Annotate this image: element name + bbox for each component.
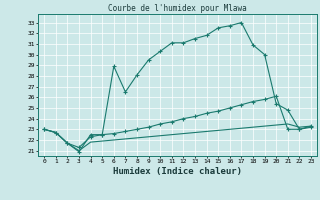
X-axis label: Humidex (Indice chaleur): Humidex (Indice chaleur): [113, 167, 242, 176]
Title: Courbe de l'humidex pour Mlawa: Courbe de l'humidex pour Mlawa: [108, 4, 247, 13]
